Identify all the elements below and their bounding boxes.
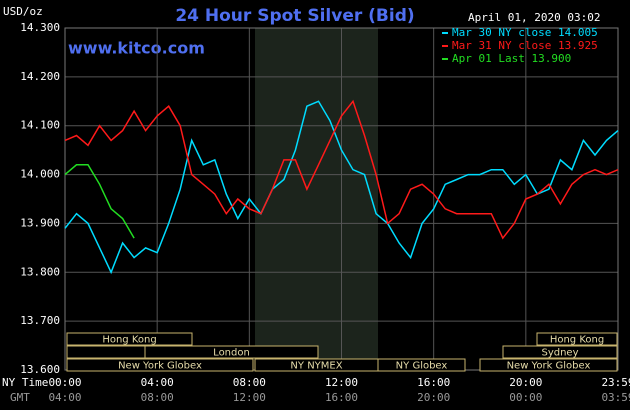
x2-tick-label: 16:00 — [325, 391, 358, 404]
series-line — [64, 164, 135, 239]
y-tick-label: 14.200 — [20, 70, 60, 83]
x-tick-label: 23:59 — [601, 376, 630, 389]
series-line — [64, 100, 619, 275]
x-tick-label: 20:00 — [509, 376, 542, 389]
x2-tick-label: 04:00 — [48, 391, 81, 404]
x-tick-label: 04:00 — [141, 376, 174, 389]
x-tick-label: 00:00 — [48, 376, 81, 389]
source: www.kitco.com — [68, 39, 205, 58]
y-tick-label: 13.800 — [20, 265, 60, 278]
session-label: New York Globex — [118, 361, 202, 372]
x-tick-label: 12:00 — [325, 376, 358, 389]
x2-row-label: GMT — [10, 391, 30, 404]
x2-tick-label: 12:00 — [233, 391, 266, 404]
y-tick-label: 14.100 — [20, 119, 60, 132]
y-tick-label: 13.700 — [20, 314, 60, 327]
x-row-label: NY Time — [2, 376, 48, 389]
y-tick-label: 13.900 — [20, 216, 60, 229]
y-unit: USD/oz — [3, 5, 43, 18]
session-label: London — [213, 348, 250, 359]
y-tick-label: 13.600 — [20, 363, 60, 376]
legend-label: Apr 01 Last 13.900 — [452, 52, 571, 65]
x2-tick-label: 00:00 — [509, 391, 542, 404]
x2-tick-label: 08:00 — [141, 391, 174, 404]
series-line — [64, 99, 619, 240]
y-tick-label: 14.000 — [20, 168, 60, 181]
session-box — [144, 345, 319, 359]
x-tick-label: 16:00 — [417, 376, 450, 389]
session-label: NY NYMEX — [290, 361, 342, 372]
y-tick-label: 14.300 — [20, 21, 60, 34]
session-label: Hong Kong — [550, 335, 604, 346]
session-box — [479, 358, 618, 372]
x-tick-label: 08:00 — [233, 376, 266, 389]
session-box — [377, 358, 466, 372]
chart-title: 24 Hour Spot Silver (Bid) — [175, 6, 414, 26]
x2-tick-label: 03:59 — [601, 391, 630, 404]
session-label: Hong Kong — [102, 335, 156, 346]
timestamp: April 01, 2020 03:02 — [468, 11, 600, 24]
session-box — [66, 358, 254, 372]
session-box — [502, 345, 618, 359]
session-box — [66, 332, 193, 346]
session-label: Sydney — [541, 348, 578, 359]
session-label: New York Globex — [507, 361, 591, 372]
session-box — [66, 345, 146, 359]
session-label: NY Globex — [396, 361, 448, 372]
session-shade — [255, 28, 378, 370]
legend-label: Mar 31 NY close 13.925 — [452, 39, 598, 52]
session-box — [536, 332, 618, 346]
legend-label: Mar 30 NY close 14.005 — [452, 26, 598, 39]
x2-tick-label: 20:00 — [417, 391, 450, 404]
